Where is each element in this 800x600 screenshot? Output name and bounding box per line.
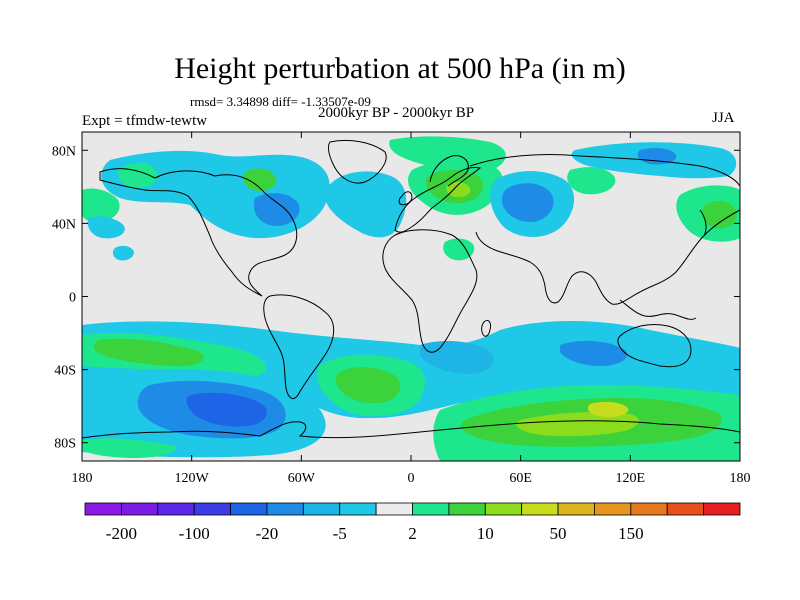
- colorbar-swatch: [666, 502, 705, 516]
- lat-tick-label: 40S: [54, 364, 76, 379]
- contour-southern-ocean-peak-positive: [587, 401, 629, 418]
- contour-east-asia-core-positive: [702, 200, 737, 229]
- colorbar-swatch: [448, 502, 486, 516]
- contour-antarctic-coast-positive: [82, 438, 176, 458]
- contour-pacific-negative-left: [87, 216, 125, 239]
- contour-canada-positive: [243, 168, 277, 192]
- colorbar-label: 150: [618, 524, 644, 543]
- lon-tick-label: 60W: [288, 471, 316, 486]
- colorbar-label: -20: [256, 524, 279, 543]
- lat-tick-label: 80N: [52, 144, 76, 159]
- contour-atlantic-negative: [325, 171, 407, 238]
- colorbar-swatch: [302, 502, 341, 516]
- colorbar-label: -100: [179, 524, 210, 543]
- colorbar-swatch: [339, 502, 377, 516]
- contour-pacific-positive: [82, 188, 120, 222]
- colorbar-swatch: [84, 502, 122, 516]
- coastline-uk: [398, 191, 413, 206]
- colorbar-swatch: [266, 502, 304, 516]
- lat-tick-label: 80S: [54, 437, 76, 452]
- coastline-south-america: [263, 294, 335, 399]
- contour-gulf-negative: [112, 245, 134, 261]
- contour-southern-ocean-core-positive: [516, 412, 639, 437]
- lon-tick-label: 180: [72, 471, 93, 486]
- colorbar-swatch: [630, 502, 668, 516]
- coastline-japan: [699, 209, 707, 237]
- colorbar-swatch: [594, 502, 632, 516]
- coastline-antarctica: [82, 420, 740, 439]
- contour-south-pacific-strong-positive: [93, 338, 204, 367]
- colorbar-swatch: [557, 502, 595, 516]
- lat-tick-label: 0: [69, 291, 76, 306]
- colorbar-swatch: [157, 502, 195, 516]
- colorbar: [84, 502, 741, 516]
- colorbar-swatch: [375, 502, 413, 516]
- colorbar-labels: -200 -100 -20 -5 2 10 50 150: [106, 524, 644, 543]
- colorbar-swatch: [412, 502, 450, 516]
- contour-central-asia-core-negative: [502, 183, 554, 222]
- lat-tick-label: 40N: [52, 217, 76, 232]
- axis-ticks: [81, 132, 741, 461]
- lon-tick-label: 180: [730, 471, 751, 486]
- lon-tick-label: 60E: [509, 471, 532, 486]
- colorbar-label: -200: [106, 524, 137, 543]
- contour-siberia-positive: [567, 167, 616, 195]
- coastline-southeast-asia: [619, 299, 697, 320]
- coastline-africa: [382, 229, 478, 353]
- coastline-madagascar: [481, 319, 491, 337]
- contour-europe-core-positive: [446, 181, 471, 198]
- colorbar-label: 10: [477, 524, 494, 543]
- colorbar-swatch: [703, 502, 741, 516]
- lon-tick-label: 0: [408, 471, 415, 486]
- lon-tick-label: 120W: [175, 471, 210, 486]
- coastline-asia: [469, 153, 740, 305]
- contour-west-asia-positive: [443, 238, 475, 261]
- colorbar-swatch: [230, 502, 268, 516]
- experiment-label: Expt = tfmdw-tewtw: [82, 113, 208, 129]
- coastline-north-america: [99, 168, 298, 297]
- coastline-europe: [394, 167, 482, 233]
- colorbar-label: -5: [333, 524, 347, 543]
- axis-tick-labels: 80N 40N 0 40S 80S 180 120W 60W 0 60E 120E 180: [52, 144, 751, 486]
- season-label: JJA: [712, 110, 735, 126]
- statistics-text: rmsd= 3.34898 diff= -1.33507e-09: [190, 94, 371, 109]
- colorbar-label: 50: [550, 524, 567, 543]
- contour-antarctic-pacific-deep-negative: [186, 392, 267, 427]
- colorbar-swatch: [120, 502, 159, 516]
- lon-tick-label: 120E: [616, 471, 646, 486]
- coastline-scandinavia: [429, 155, 469, 187]
- contour-indian-ocean-negative: [560, 340, 628, 366]
- coastline-australia: [617, 323, 692, 368]
- colorbar-swatch: [484, 502, 523, 516]
- coastline-greenland: [327, 139, 387, 184]
- contour-hudson-negative: [253, 193, 300, 226]
- colorbar-swatch: [193, 502, 231, 516]
- coastlines: [82, 139, 740, 439]
- contour-south-atlantic-core-positive: [335, 367, 401, 404]
- period-text: 2000kyr BP - 2000kyr BP: [318, 105, 475, 121]
- colorbar-label: 2: [408, 524, 417, 543]
- chart-title: Height perturbation at 500 hPa (in m): [174, 52, 626, 85]
- colorbar-swatch: [521, 502, 559, 516]
